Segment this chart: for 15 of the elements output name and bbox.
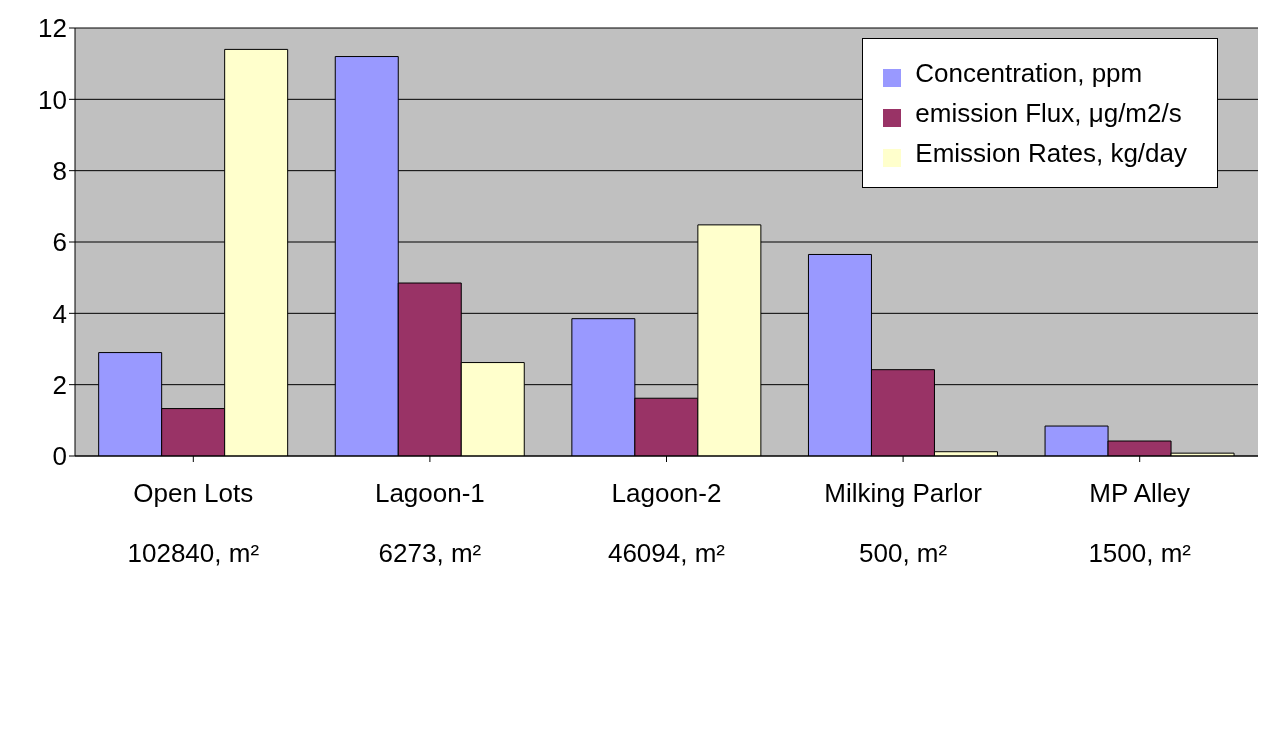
- legend-label: Concentration, ppm: [915, 58, 1143, 88]
- legend-label: Emission Rates, kg/day: [915, 138, 1187, 168]
- y-tick-label: 8: [52, 155, 67, 186]
- x-tick-label: Milking Parlor 500, m²: [824, 478, 983, 568]
- y-tick-label: 2: [52, 369, 67, 400]
- x-tick-label: Lagoon-1 6273, m²: [374, 478, 485, 568]
- y-tick-label: 4: [52, 298, 67, 329]
- x-tick-label: Lagoon-2 46094, m²: [607, 478, 726, 568]
- x-tick-label: MP Alley 1500, m²: [1088, 478, 1192, 568]
- legend-label: emission Flux, μg/m2/s: [915, 98, 1182, 128]
- x-tick-label: Open Lots 102840, m²: [127, 478, 260, 568]
- y-tick-label: 6: [52, 227, 67, 258]
- y-tick-label: 0: [52, 441, 67, 472]
- y-tick-label: 10: [38, 84, 67, 115]
- y-tick-label: 12: [38, 13, 67, 44]
